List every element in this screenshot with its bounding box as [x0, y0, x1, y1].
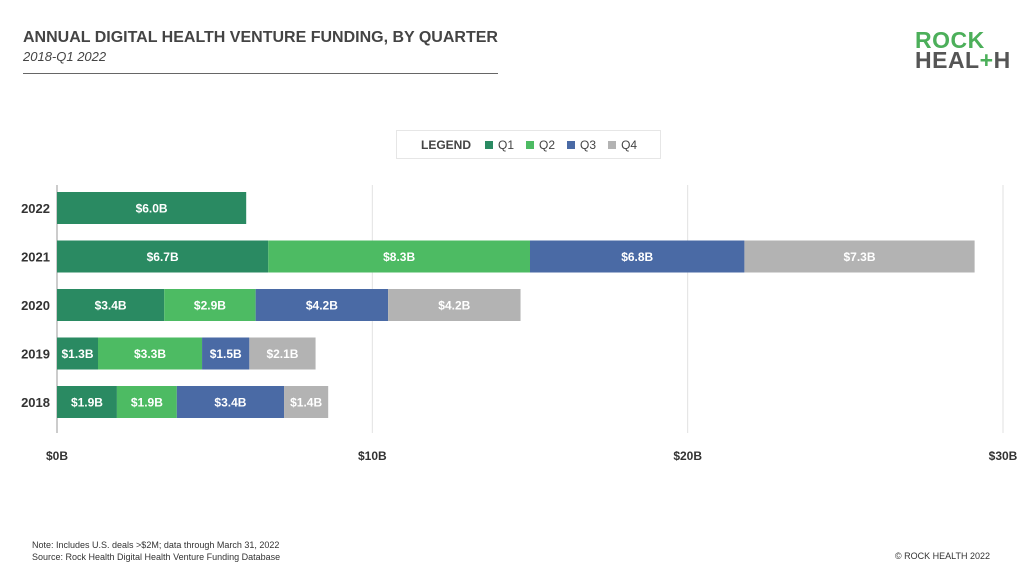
x-tick-label: $10B	[358, 449, 387, 463]
legend-label: Q4	[621, 137, 638, 152]
data-label: $1.3B	[61, 347, 93, 361]
legend-item-q2: Q2	[526, 138, 555, 152]
legend-item-q1: Q1	[485, 138, 514, 152]
legend-item-q3: Q3	[567, 138, 596, 152]
title-divider	[23, 73, 498, 74]
x-tick-label: $0B	[46, 449, 68, 463]
chart-title: ANNUAL DIGITAL HEALTH VENTURE FUNDING, B…	[23, 29, 498, 46]
y-tick-label: 2019	[21, 347, 50, 362]
data-label: $1.5B	[210, 347, 242, 361]
legend: LEGEND Q1 Q2 Q3 Q4	[396, 130, 661, 159]
data-label: $2.1B	[266, 347, 298, 361]
legend-swatch	[526, 140, 535, 149]
data-label: $6.0B	[136, 202, 168, 216]
legend-swatch	[485, 140, 494, 149]
bar-2019-q2	[97, 337, 203, 370]
bar-2020-q2	[164, 289, 256, 321]
y-tick-label: 2022	[21, 201, 50, 216]
bar-2018-q2	[116, 386, 177, 418]
source-text: Source: Rock Health Digital Health Ventu…	[32, 552, 281, 562]
data-label: $1.9B	[131, 396, 163, 410]
chart-subtitle: 2018-Q1 2022	[23, 49, 107, 64]
data-label: $6.8B	[621, 250, 653, 264]
data-label: $8.3B	[383, 250, 415, 264]
bar-2019-q1	[57, 337, 98, 370]
rock-health-logo: ROCK HEAL+H	[915, 27, 1011, 73]
bar-2020-q3	[255, 289, 389, 321]
data-label: $4.2B	[306, 299, 338, 313]
bar-2021-q3	[530, 240, 745, 273]
data-label: $1.9B	[71, 396, 103, 410]
y-tick-label: 2020	[21, 298, 50, 313]
y-tick-label: 2021	[21, 250, 50, 265]
bar-2021-q2	[268, 240, 530, 273]
legend-item-q4: Q4	[608, 138, 637, 152]
y-tick-label: 2018	[21, 395, 50, 410]
bar-2018-q3	[176, 386, 285, 418]
data-label: $7.3B	[844, 250, 876, 264]
data-label: $2.9B	[194, 299, 226, 313]
footnote: Note: Includes U.S. deals >$2M; data thr…	[32, 539, 280, 563]
bar-2018-q1	[57, 386, 117, 418]
x-tick-label: $30B	[989, 449, 1018, 463]
x-tick-label: $20B	[673, 449, 702, 463]
data-label: $3.3B	[134, 347, 166, 361]
legend-label: Q1	[498, 137, 515, 152]
data-label: $1.4B	[290, 396, 322, 410]
copyright: © ROCK HEALTH 2022	[895, 551, 990, 561]
bar-2019-q4	[249, 337, 316, 370]
legend-label: Q3	[580, 137, 597, 152]
data-label: $3.4B	[214, 396, 246, 410]
data-label: $3.4B	[95, 299, 127, 313]
legend-label: Q2	[539, 137, 556, 152]
legend-swatch	[608, 140, 617, 149]
bar-2021-q4	[744, 240, 975, 273]
bar-2018-q4	[284, 386, 329, 418]
bar-2020-q4	[388, 289, 521, 321]
bar-2019-q3	[202, 337, 250, 370]
legend-title: LEGEND	[421, 137, 472, 152]
bar-2020-q1	[57, 289, 165, 321]
note-text: Note: Includes U.S. deals >$2M; data thr…	[32, 540, 280, 550]
data-label: $6.7B	[147, 250, 179, 264]
data-label: $4.2B	[438, 299, 470, 313]
legend-swatch	[567, 140, 576, 149]
bar-2022-q1	[57, 192, 247, 224]
bar-2021-q1	[57, 240, 269, 273]
